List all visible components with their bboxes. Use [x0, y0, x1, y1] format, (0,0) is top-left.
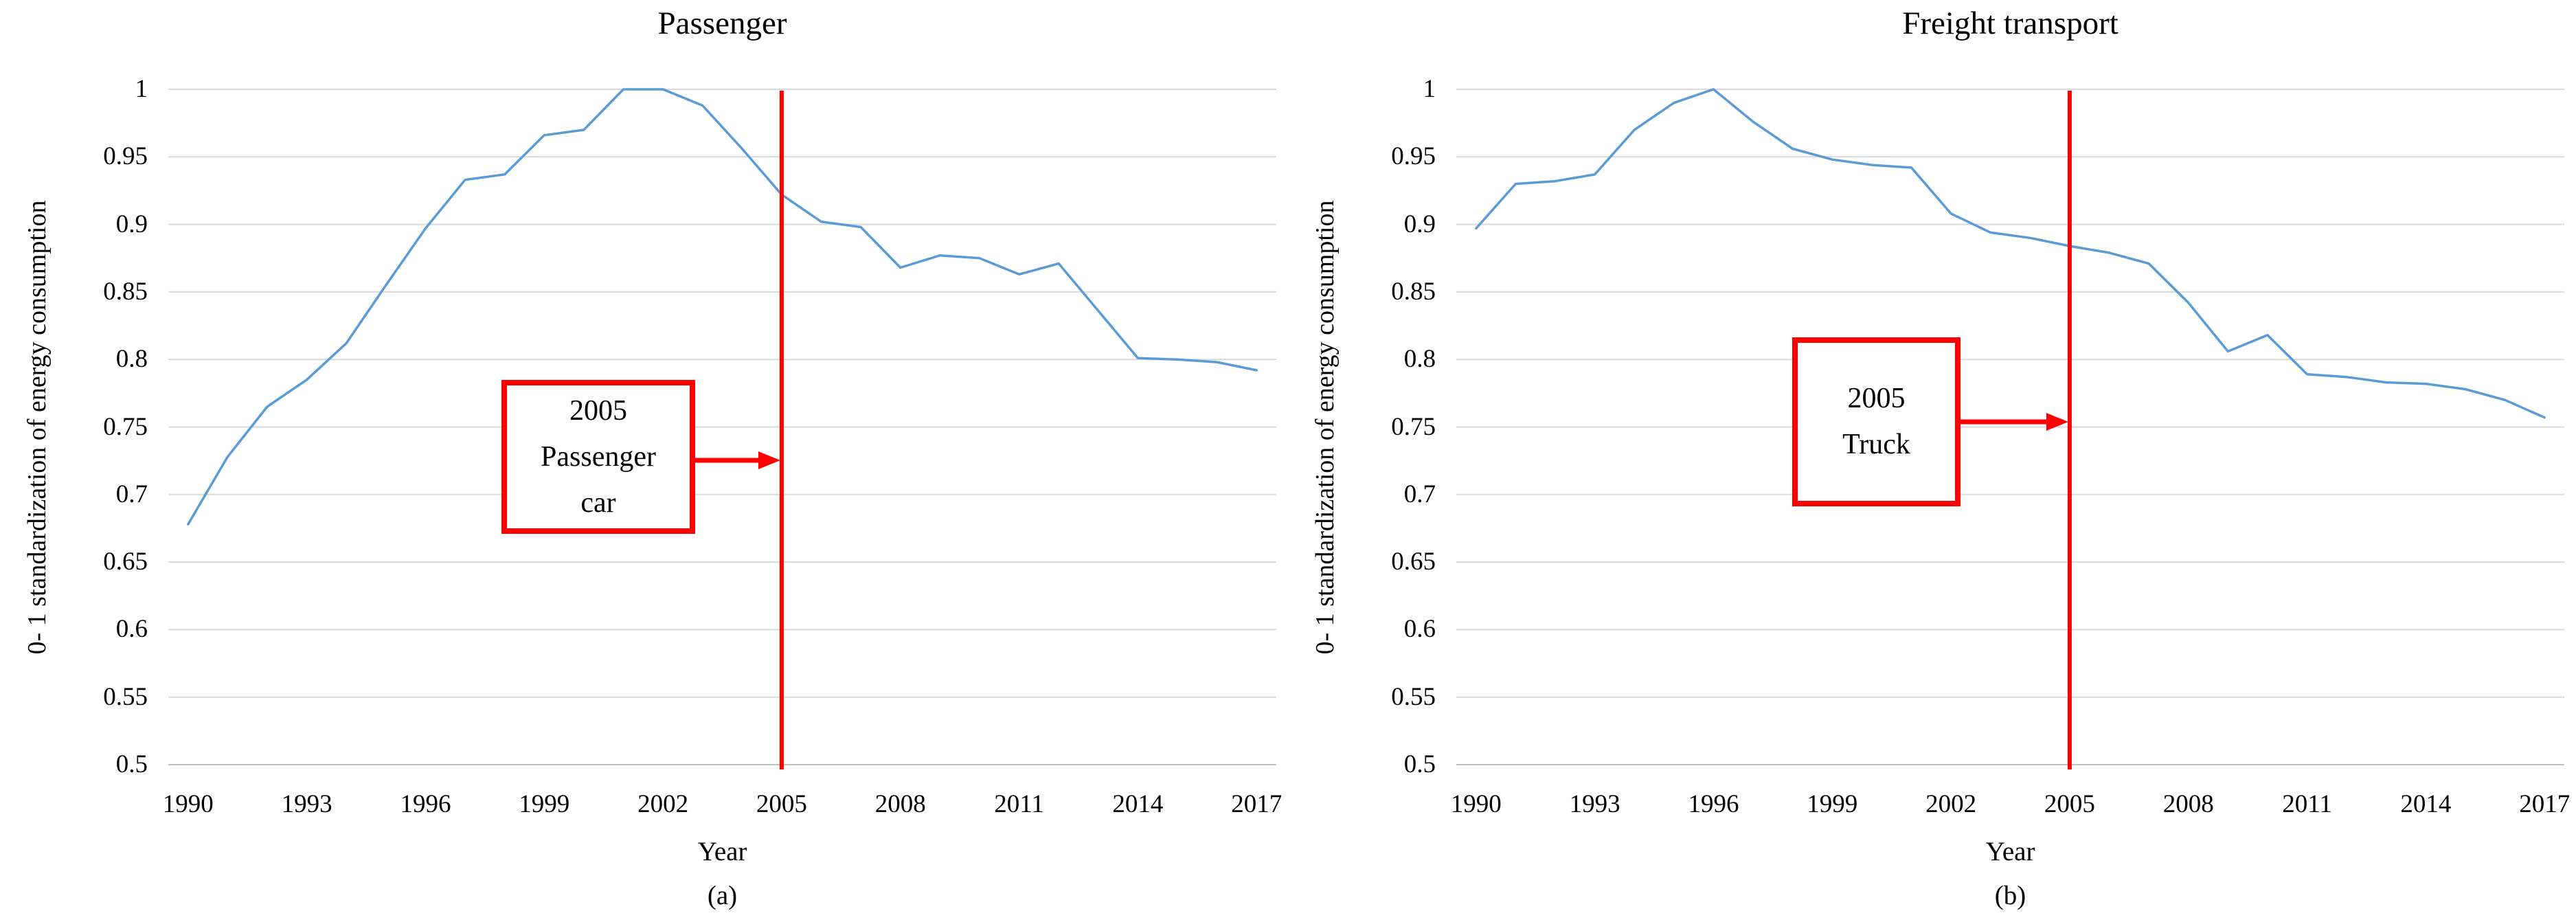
y-tick-label: 0.8: [1403, 345, 1436, 374]
y-tick-label: 0.85: [1391, 277, 1436, 306]
x-tick-label: 1990: [1450, 790, 1502, 818]
energy-consumption-line: [1475, 88, 2546, 419]
x-tick-label: 2005: [756, 790, 807, 818]
x-tick-label: 1999: [519, 790, 570, 818]
x-tick-label: 2017: [1231, 790, 1283, 818]
y-tick-label: 0.55: [103, 682, 148, 711]
x-tick-label: 2002: [1925, 790, 1977, 818]
x-tick-label: 1996: [400, 790, 451, 818]
annotation-box-line: car: [580, 486, 616, 519]
x-tick-label: 1990: [162, 790, 214, 818]
x-tick-label: 1996: [1688, 790, 1739, 818]
x-axis-title: Year: [1985, 837, 2035, 866]
annotation-box-line: Passenger: [541, 440, 656, 473]
y-tick-label: 1: [1423, 75, 1436, 103]
y-tick-label: 0.5: [1403, 750, 1436, 778]
x-tick-label: 2008: [874, 790, 926, 818]
y-tick-label: 0.9: [115, 210, 148, 238]
x-tick-label: 2017: [2519, 790, 2571, 818]
freight-chart-panel: Freight transport 0- 1 standardization o…: [1288, 0, 2576, 922]
annotation-arrow-head: [2046, 413, 2068, 431]
y-tick-label: 0.75: [1391, 412, 1436, 441]
y-tick-label: 0.65: [1391, 548, 1436, 576]
passenger-chart-panel: Passenger 0- 1 standardization of energy…: [23, 5, 1282, 910]
annotation-box-line: 2005: [1847, 383, 1906, 414]
energy-consumption-line: [187, 88, 1258, 526]
annotation-box-passenger-car: 2005 Passenger car: [501, 380, 695, 534]
annotation-box-truck: 2005 Truck: [1792, 337, 1961, 506]
y-tick-label: 0.65: [103, 548, 148, 576]
chart-title: Passenger: [657, 5, 787, 41]
annotation-arrow-head: [758, 451, 780, 469]
x-tick-label: 2002: [637, 790, 689, 818]
x-tick-label: 2011: [2282, 790, 2332, 818]
panel-label-b: (b): [1994, 881, 2026, 910]
y-tick-label: 0.7: [1403, 480, 1436, 508]
x-tick-label: 1999: [1807, 790, 1858, 818]
y-tick-label: 0.5: [115, 750, 148, 778]
x-tick-label: 1993: [281, 790, 332, 818]
x-tick-label: 1993: [1569, 790, 1620, 818]
x-tick-label: 2014: [2400, 790, 2452, 818]
y-tick-label: 0.95: [103, 142, 148, 171]
x-tick-label: 2014: [1112, 790, 1164, 818]
x-tick-label: 2011: [994, 790, 1044, 818]
chart-title: Freight transport: [1902, 5, 2119, 41]
panel-label-a: (a): [707, 881, 738, 910]
freight-chart-plot: [1456, 88, 2564, 769]
y-tick-label: 0.8: [115, 345, 148, 374]
passenger-chart-plot: [168, 88, 1276, 769]
y-tick-label: 1: [135, 75, 148, 103]
x-axis-title: Year: [697, 837, 747, 866]
y-tick-label: 0.7: [115, 480, 148, 508]
y-tick-label: 0.9: [1403, 210, 1436, 238]
annotation-box-line: 2005: [569, 394, 627, 427]
y-tick-label: 0.6: [1403, 615, 1436, 644]
y-tick-label: 0.95: [1391, 142, 1436, 171]
annotation-box-line: Truck: [1842, 429, 1910, 460]
y-tick-label: 0.75: [103, 412, 148, 441]
y-tick-label: 0.6: [115, 615, 148, 644]
x-tick-label: 2008: [2162, 790, 2214, 818]
y-tick-label: 0.55: [1391, 682, 1436, 711]
x-tick-label: 2005: [2044, 790, 2095, 818]
y-tick-label: 0.85: [103, 277, 148, 306]
